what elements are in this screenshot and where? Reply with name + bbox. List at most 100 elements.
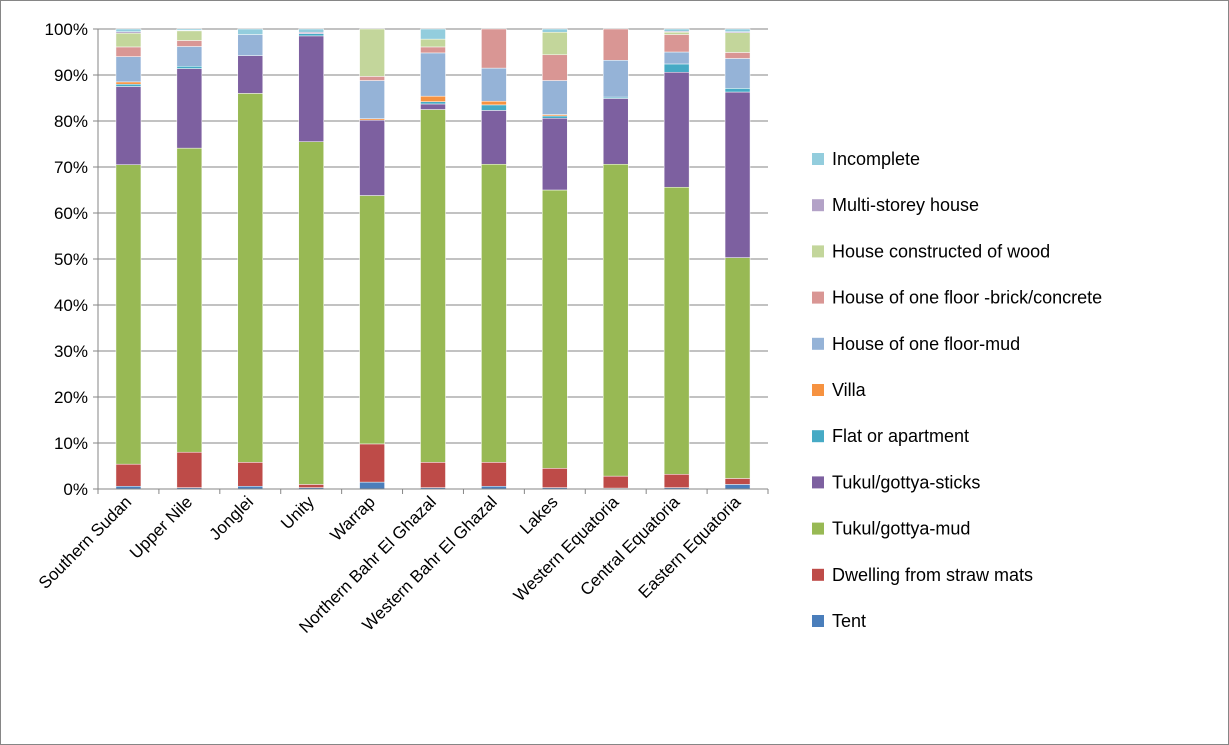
x-category-label: Lakes — [516, 492, 562, 538]
legend-item-incomplete: Incomplete — [812, 149, 920, 169]
x-category-label: Western Equatoria — [510, 492, 623, 605]
bar-segment-house-constructed-of-wood — [664, 32, 689, 34]
bar-segment-tukul-gottya-mud — [603, 164, 628, 476]
legend-label: House of one floor -brick/concrete — [832, 288, 1102, 308]
bar-segment-tukul-gottya-sticks — [421, 104, 446, 110]
bar-segment-villa — [421, 96, 446, 102]
legend-item-house-constructed-of-wood: House constructed of wood — [812, 241, 1050, 261]
y-axis-tick-labels: 0% 10% 20% 30% 40% 50% 60% 70% 80% 90% 100% — [45, 20, 88, 499]
legend-item-tukul-gottya-mud: Tukul/gottya-mud — [812, 519, 970, 539]
bar-segment-tukul-gottya-sticks — [725, 92, 750, 258]
bar-segment-house-constructed-of-wood — [725, 33, 750, 53]
bar-segment-tent — [360, 482, 385, 489]
bar-segment-dwelling-from-straw-mats — [177, 452, 202, 487]
legend-swatch — [812, 338, 824, 350]
x-category-label: Southern Sudan — [35, 492, 135, 592]
legend-item-multi-storey-house: Multi-storey house — [812, 195, 979, 215]
bar-segment-incomplete — [421, 29, 446, 39]
legend-swatch — [812, 430, 824, 442]
bar-segment-flat-or-apartment — [299, 34, 324, 36]
bar-segment-tukul-gottya-sticks — [542, 118, 567, 190]
legend-swatch — [812, 523, 824, 535]
bar-segment-tent — [725, 484, 750, 489]
x-category-label: Jonglei — [206, 492, 258, 544]
bar-segment-flat-or-apartment — [481, 105, 506, 111]
legend-label: Dwelling from straw mats — [832, 565, 1033, 585]
y-tick-label: 30% — [54, 342, 88, 361]
bar-segment-house-of-one-floor-mud — [542, 81, 567, 115]
bar-segment-dwelling-from-straw-mats — [725, 478, 750, 484]
legend-label: Tent — [832, 611, 866, 631]
bar-stack-eastern-equatoria — [725, 29, 750, 489]
bar-segment-flat-or-apartment — [421, 102, 446, 104]
y-tick-label: 50% — [54, 250, 88, 269]
bar-segment-dwelling-from-straw-mats — [664, 474, 689, 487]
bar-stack-western-bahr-el-ghazal — [481, 29, 506, 489]
bar-segment-house-constructed-of-wood — [177, 31, 202, 41]
bar-segment-incomplete — [725, 29, 750, 32]
bar-segment-house-of-one-floor-mud — [725, 58, 750, 88]
bar-segment-tukul-gottya-mud — [299, 142, 324, 485]
bar-stack-central-equatoria — [664, 29, 689, 489]
bar-stack-northern-bahr-el-ghazal — [421, 29, 446, 489]
bar-segment-villa — [116, 82, 141, 84]
bar-segment-dwelling-from-straw-mats — [360, 444, 385, 482]
bar-segment-incomplete — [299, 29, 324, 32]
bar-segment-tukul-gottya-sticks — [238, 56, 263, 94]
bar-segment-tukul-gottya-mud — [725, 258, 750, 479]
legend-item-tent: Tent — [812, 611, 866, 631]
bar-segment-incomplete — [664, 29, 689, 31]
bar-segment-incomplete — [238, 29, 263, 35]
y-tick-label: 70% — [54, 158, 88, 177]
bar-segment-villa — [481, 101, 506, 105]
bar-segment-house-constructed-of-wood — [421, 39, 446, 47]
bar-segment-house-of-one-floor-brick-concrete — [725, 52, 750, 58]
bar-segment-tukul-gottya-sticks — [116, 87, 141, 165]
legend-label: Multi-storey house — [832, 195, 979, 215]
bar-segment-tukul-gottya-sticks — [664, 72, 689, 187]
x-category-label: Warrap — [327, 492, 379, 544]
bar-segment-flat-or-apartment — [116, 84, 141, 86]
bar-stack-warrap — [360, 29, 385, 489]
legend-swatch — [812, 569, 824, 581]
bar-segment-dwelling-from-straw-mats — [603, 476, 628, 488]
bar-segment-house-of-one-floor-brick-concrete — [421, 47, 446, 53]
bar-stack-unity — [299, 29, 324, 489]
y-tick-label: 90% — [54, 66, 88, 85]
legend-swatch — [812, 292, 824, 304]
bar-segment-house-of-one-floor-brick-concrete — [542, 55, 567, 81]
bar-segment-dwelling-from-straw-mats — [238, 462, 263, 486]
bar-segment-house-of-one-floor-mud — [603, 60, 628, 97]
bar-segment-tukul-gottya-mud — [664, 187, 689, 474]
legend-item-house-of-one-floor-brick-concrete: House of one floor -brick/concrete — [812, 288, 1102, 308]
bar-segment-tukul-gottya-mud — [177, 148, 202, 452]
legend: Incomplete Multi-storey house House constr… — [812, 149, 1102, 631]
bar-segment-tukul-gottya-mud — [360, 196, 385, 444]
bar-segment-tukul-gottya-mud — [238, 93, 263, 462]
bar-segment-tukul-gottya-sticks — [481, 110, 506, 164]
bar-segment-house-constructed-of-wood — [360, 29, 385, 76]
bar-stack-western-equatoria — [603, 29, 628, 489]
bar-segment-house-of-one-floor-mud — [177, 46, 202, 66]
legend-swatch — [812, 245, 824, 257]
bar-segment-flat-or-apartment — [177, 66, 202, 68]
y-tick-label: 60% — [54, 204, 88, 223]
y-tick-label: 10% — [54, 434, 88, 453]
legend-swatch — [812, 384, 824, 396]
bar-segment-flat-or-apartment — [725, 88, 750, 92]
bar-stack-jonglei — [238, 29, 263, 489]
bar-segment-tukul-gottya-sticks — [360, 120, 385, 195]
y-tick-label: 0% — [63, 480, 88, 499]
y-tick-label: 20% — [54, 388, 88, 407]
y-tick-label: 100% — [45, 20, 88, 39]
legend-item-dwelling-from-straw-mats: Dwelling from straw mats — [812, 565, 1033, 585]
bar-segment-dwelling-from-straw-mats — [421, 462, 446, 487]
bar-segment-house-of-one-floor-mud — [481, 68, 506, 101]
legend-swatch — [812, 476, 824, 488]
legend-label: Tukul/gottya-sticks — [832, 472, 980, 492]
bar-segment-incomplete — [177, 29, 202, 30]
bar-segment-house-of-one-floor-brick-concrete — [664, 35, 689, 52]
bar-segment-flat-or-apartment — [542, 116, 567, 118]
bar-segment-house-of-one-floor-mud — [116, 57, 141, 82]
